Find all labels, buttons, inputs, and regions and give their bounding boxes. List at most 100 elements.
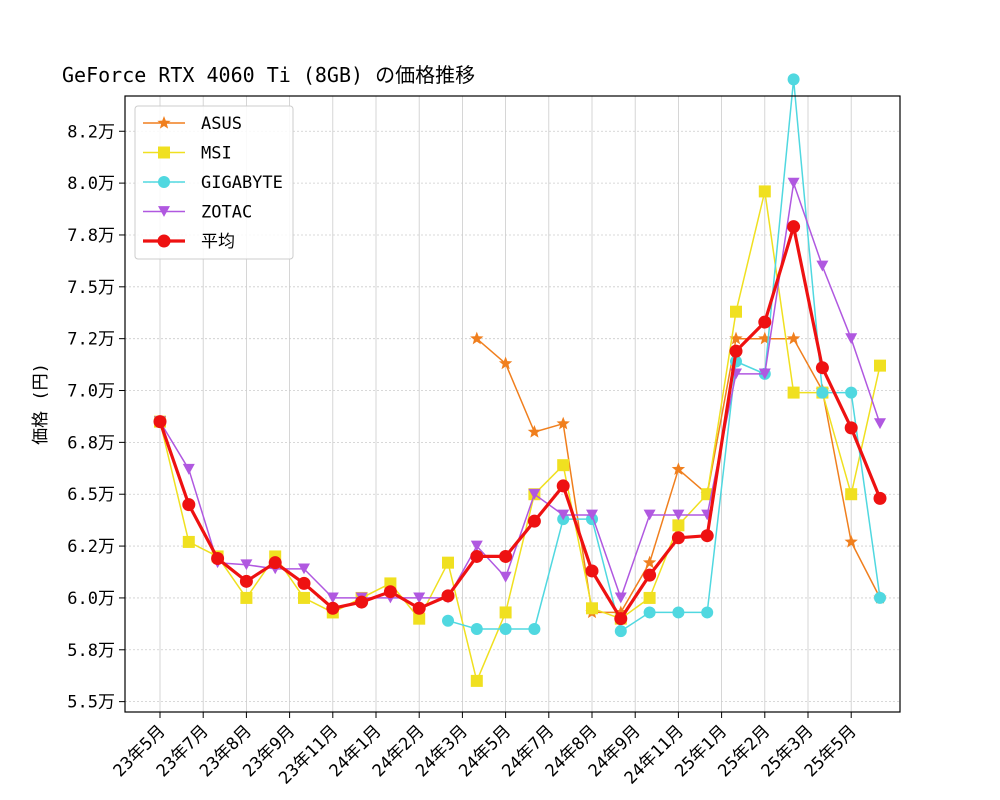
data-point (153, 415, 167, 429)
data-point (470, 549, 484, 563)
series-layer (153, 73, 887, 687)
legend-swatch-marker (158, 146, 170, 159)
data-point (729, 344, 743, 358)
data-point (758, 368, 771, 380)
legend-swatch-marker (158, 176, 170, 188)
data-point (874, 359, 886, 372)
data-point (586, 509, 598, 521)
legend-entry: 平均 (143, 232, 235, 252)
data-point (586, 602, 598, 615)
series-0 (153, 331, 887, 619)
series-line (158, 225, 882, 621)
data-point (730, 305, 742, 318)
legend-label: MSI (201, 144, 232, 164)
data-point (672, 509, 685, 521)
data-point (787, 220, 801, 234)
legend-label: ZOTAC (201, 203, 252, 223)
y-tick-label: 5.8万 (67, 641, 115, 661)
data-point (470, 540, 483, 552)
data-point (240, 559, 253, 571)
data-point (556, 416, 570, 430)
chart-title: GeForce RTX 4060 Ti (8GB) の価格推移 (62, 63, 475, 87)
legend-label: 平均 (201, 232, 235, 252)
legend-entry: GIGABYTE (143, 173, 283, 193)
data-point (297, 576, 311, 590)
data-point (442, 556, 454, 569)
data-point (643, 568, 657, 582)
data-point (355, 595, 369, 609)
y-tick-label: 5.5万 (67, 693, 115, 713)
data-point (528, 488, 541, 500)
data-point (845, 386, 858, 399)
legend: ASUS MSI GIGABYTE ZOTAC 平均 (134, 105, 294, 260)
legend-label: ASUS (201, 114, 242, 134)
data-point (874, 418, 886, 430)
y-tick-label: 7.8万 (67, 226, 115, 246)
data-point (556, 479, 570, 493)
data-point (268, 556, 282, 570)
data-point (672, 606, 685, 619)
data-point (643, 591, 656, 604)
y-tick-label: 8.2万 (67, 122, 115, 142)
data-point (413, 592, 426, 604)
y-axis-label: 価格 (円) (31, 363, 51, 445)
series-4 (153, 220, 887, 626)
data-point (498, 356, 513, 370)
data-point (671, 531, 685, 545)
legend-swatch-marker (157, 234, 171, 248)
data-point (298, 563, 310, 575)
data-point (844, 534, 858, 548)
data-point (240, 591, 253, 604)
data-point (499, 549, 513, 563)
data-point (815, 361, 829, 375)
data-point (211, 552, 225, 566)
y-tick-label: 7.5万 (67, 278, 115, 298)
data-point (672, 519, 685, 532)
data-point (700, 529, 714, 543)
legend-swatch-marker (157, 116, 171, 129)
data-point (470, 623, 483, 636)
data-point (643, 509, 656, 521)
y-tick-label: 7.2万 (67, 330, 115, 350)
data-point (758, 315, 772, 329)
data-point (182, 463, 195, 475)
y-tick-label: 6.8万 (67, 433, 115, 453)
data-point (470, 674, 483, 687)
data-point (326, 601, 340, 615)
data-point (442, 614, 454, 627)
y-tick-label: 8.0万 (67, 174, 115, 194)
legend-label: GIGABYTE (201, 173, 283, 193)
legend-entry: MSI (143, 144, 232, 164)
data-point (557, 509, 570, 521)
data-point (499, 606, 512, 619)
legend-entry: ZOTAC (143, 203, 252, 223)
data-point (182, 498, 196, 512)
data-point (758, 331, 772, 345)
data-point (642, 555, 657, 569)
data-point (643, 606, 656, 619)
y-axis: 5.5万 5.8万 6.0万 6.2万 6.5万 6.8万 7.0万 7.2万 7.5万 7.8万… (67, 122, 125, 713)
legend-box (134, 105, 294, 260)
data-point (787, 73, 800, 86)
y-tick-label: 6.0万 (67, 589, 115, 609)
y-tick-label: 7.0万 (67, 382, 115, 402)
series-3 (154, 177, 886, 604)
data-point (845, 333, 858, 345)
series-line (447, 78, 881, 632)
data-point (499, 571, 512, 583)
data-point (614, 625, 627, 638)
data-point (787, 177, 800, 189)
data-point (786, 331, 801, 345)
data-point (701, 606, 714, 619)
data-point (527, 425, 542, 438)
legend-swatch-marker (158, 206, 170, 217)
data-point (527, 514, 541, 528)
data-point (758, 185, 771, 198)
data-point (182, 535, 195, 548)
series-line (159, 190, 881, 682)
data-point (614, 612, 628, 626)
data-point (614, 605, 628, 619)
data-point (787, 386, 800, 399)
data-point (729, 331, 743, 345)
